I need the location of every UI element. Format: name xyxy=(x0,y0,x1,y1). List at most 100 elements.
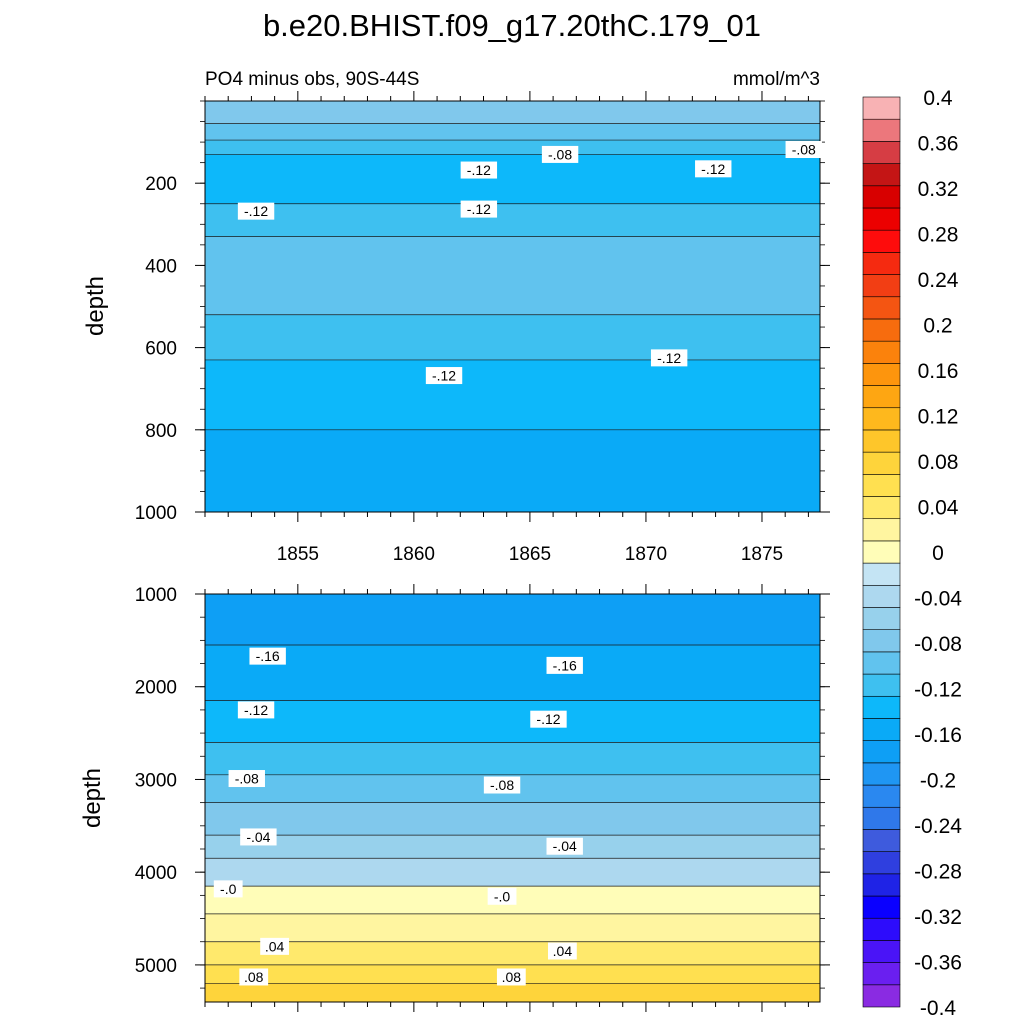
colorbar-swatch xyxy=(862,229,901,253)
contour-label: -.16 xyxy=(553,657,577,673)
colorbar-swatch xyxy=(862,496,901,520)
contour-label-box xyxy=(249,647,286,665)
colorbar-swatch xyxy=(862,429,901,453)
colorbar-label: 0.08 xyxy=(918,451,959,474)
contour-label-box xyxy=(546,656,583,674)
colorbar-swatch xyxy=(862,895,901,919)
contour-band xyxy=(205,359,820,430)
y-tick-label: 1000 xyxy=(135,503,177,524)
y-tick-label: 200 xyxy=(145,174,177,195)
contour-label-box xyxy=(237,701,275,719)
contour-label-box xyxy=(240,828,277,846)
contour-band xyxy=(205,700,820,743)
colorbar-swatch xyxy=(862,274,901,298)
contour-label-box xyxy=(483,776,521,794)
colorbar-label: 0.24 xyxy=(918,269,959,292)
contour-band xyxy=(205,858,820,887)
subtitle-left: PO4 minus obs, 90S-44S xyxy=(205,69,419,90)
y-tick-label: 600 xyxy=(145,339,177,360)
colorbar-swatch xyxy=(862,740,901,764)
colorbar-swatch xyxy=(862,185,901,209)
colorbar-swatch xyxy=(862,474,901,497)
colorbar-label: -0.2 xyxy=(920,770,956,793)
colorbar-label: 0 xyxy=(932,542,944,565)
contour-label: -.0 xyxy=(220,881,237,897)
contour-band xyxy=(205,140,820,155)
y-tick-label: 3000 xyxy=(135,770,177,791)
contour-label: -.16 xyxy=(256,648,280,664)
contour-label: .08 xyxy=(244,969,264,985)
colorbar-swatch xyxy=(862,163,901,187)
contour-label-box xyxy=(496,968,526,986)
contour-label: .08 xyxy=(502,969,522,985)
x-tick-label: 1855 xyxy=(277,544,319,565)
colorbar: 0.4 0.36 0.32 0.28 0.24 0.2 0.16 0.12 0.08 0.04 0 -… xyxy=(862,87,962,1020)
contour-label-box xyxy=(460,200,498,218)
contour-label: -.04 xyxy=(553,838,577,854)
contour-label: -.04 xyxy=(246,829,270,845)
contour-label-box xyxy=(460,161,498,179)
contour-label: -.12 xyxy=(701,161,725,177)
y-tick-label: 2000 xyxy=(135,678,177,699)
colorbar-swatch xyxy=(862,207,901,231)
y-tick-label: 5000 xyxy=(135,956,177,977)
colorbar-swatch xyxy=(862,718,901,741)
colorbar-label: 0.12 xyxy=(918,406,959,429)
x-tick-label: 1860 xyxy=(393,544,435,565)
colorbar-label: 0.28 xyxy=(918,224,959,247)
contour-label-box xyxy=(547,942,577,960)
colorbar-label: -0.32 xyxy=(914,906,962,929)
contour-label: .04 xyxy=(553,943,573,959)
plot-frame xyxy=(204,593,821,1003)
colorbar-swatch xyxy=(862,851,901,875)
contour-label: -.12 xyxy=(657,350,681,366)
contour-label-box xyxy=(650,349,688,367)
contour-band xyxy=(205,802,820,836)
colorbar-swatch xyxy=(862,562,901,586)
contour-label: -.12 xyxy=(467,201,491,217)
colorbar-label: 0.36 xyxy=(918,133,959,156)
contour-band xyxy=(205,101,820,124)
colorbar-swatch xyxy=(862,762,901,786)
colorbar-label: -0.04 xyxy=(914,588,962,611)
colorbar-swatch xyxy=(862,607,901,630)
colorbar-label: 0.16 xyxy=(918,360,959,383)
colorbar-swatch xyxy=(862,940,901,963)
colorbar-swatch xyxy=(862,141,901,164)
contour-band xyxy=(205,742,820,775)
colorbar-label: -0.36 xyxy=(914,952,962,975)
contour-label-box xyxy=(228,770,265,788)
y-tick-label: 800 xyxy=(145,421,177,442)
contour-band xyxy=(205,203,820,237)
lower-ylabel: depth xyxy=(79,768,106,828)
contour-label: -.12 xyxy=(432,368,456,384)
colorbar-swatch xyxy=(862,407,901,431)
contour-band xyxy=(205,429,820,512)
contour-band xyxy=(205,983,820,1002)
contour-label-box xyxy=(695,160,732,178)
upper-ylabel: depth xyxy=(82,276,109,336)
colorbar-swatch xyxy=(862,695,901,719)
colorbar-swatch xyxy=(862,385,901,409)
colorbar-label: -0.24 xyxy=(914,815,962,838)
colorbar-swatch xyxy=(862,296,901,320)
colorbar-swatch xyxy=(862,917,901,941)
subtitle-right: mmol/m^3 xyxy=(733,69,820,90)
contour-band xyxy=(205,123,820,141)
colorbar-swatch xyxy=(862,984,901,1008)
x-tick-label: 1865 xyxy=(509,544,551,565)
contour-band xyxy=(205,913,820,942)
contour-label-box xyxy=(237,202,275,220)
colorbar-swatch xyxy=(862,118,901,142)
contour-label: -.12 xyxy=(467,162,491,178)
colorbar-label: -0.4 xyxy=(920,997,957,1020)
contour-label: -.08 xyxy=(548,146,572,162)
colorbar-label: -0.08 xyxy=(914,633,962,656)
colorbar-swatch xyxy=(862,451,901,475)
contour-band xyxy=(205,835,820,859)
contour-label-box xyxy=(546,837,583,855)
contour-band xyxy=(205,594,820,645)
contour-label: -.0 xyxy=(494,888,511,904)
colorbar-swatch xyxy=(862,340,901,364)
colorbar-swatch xyxy=(862,829,901,852)
